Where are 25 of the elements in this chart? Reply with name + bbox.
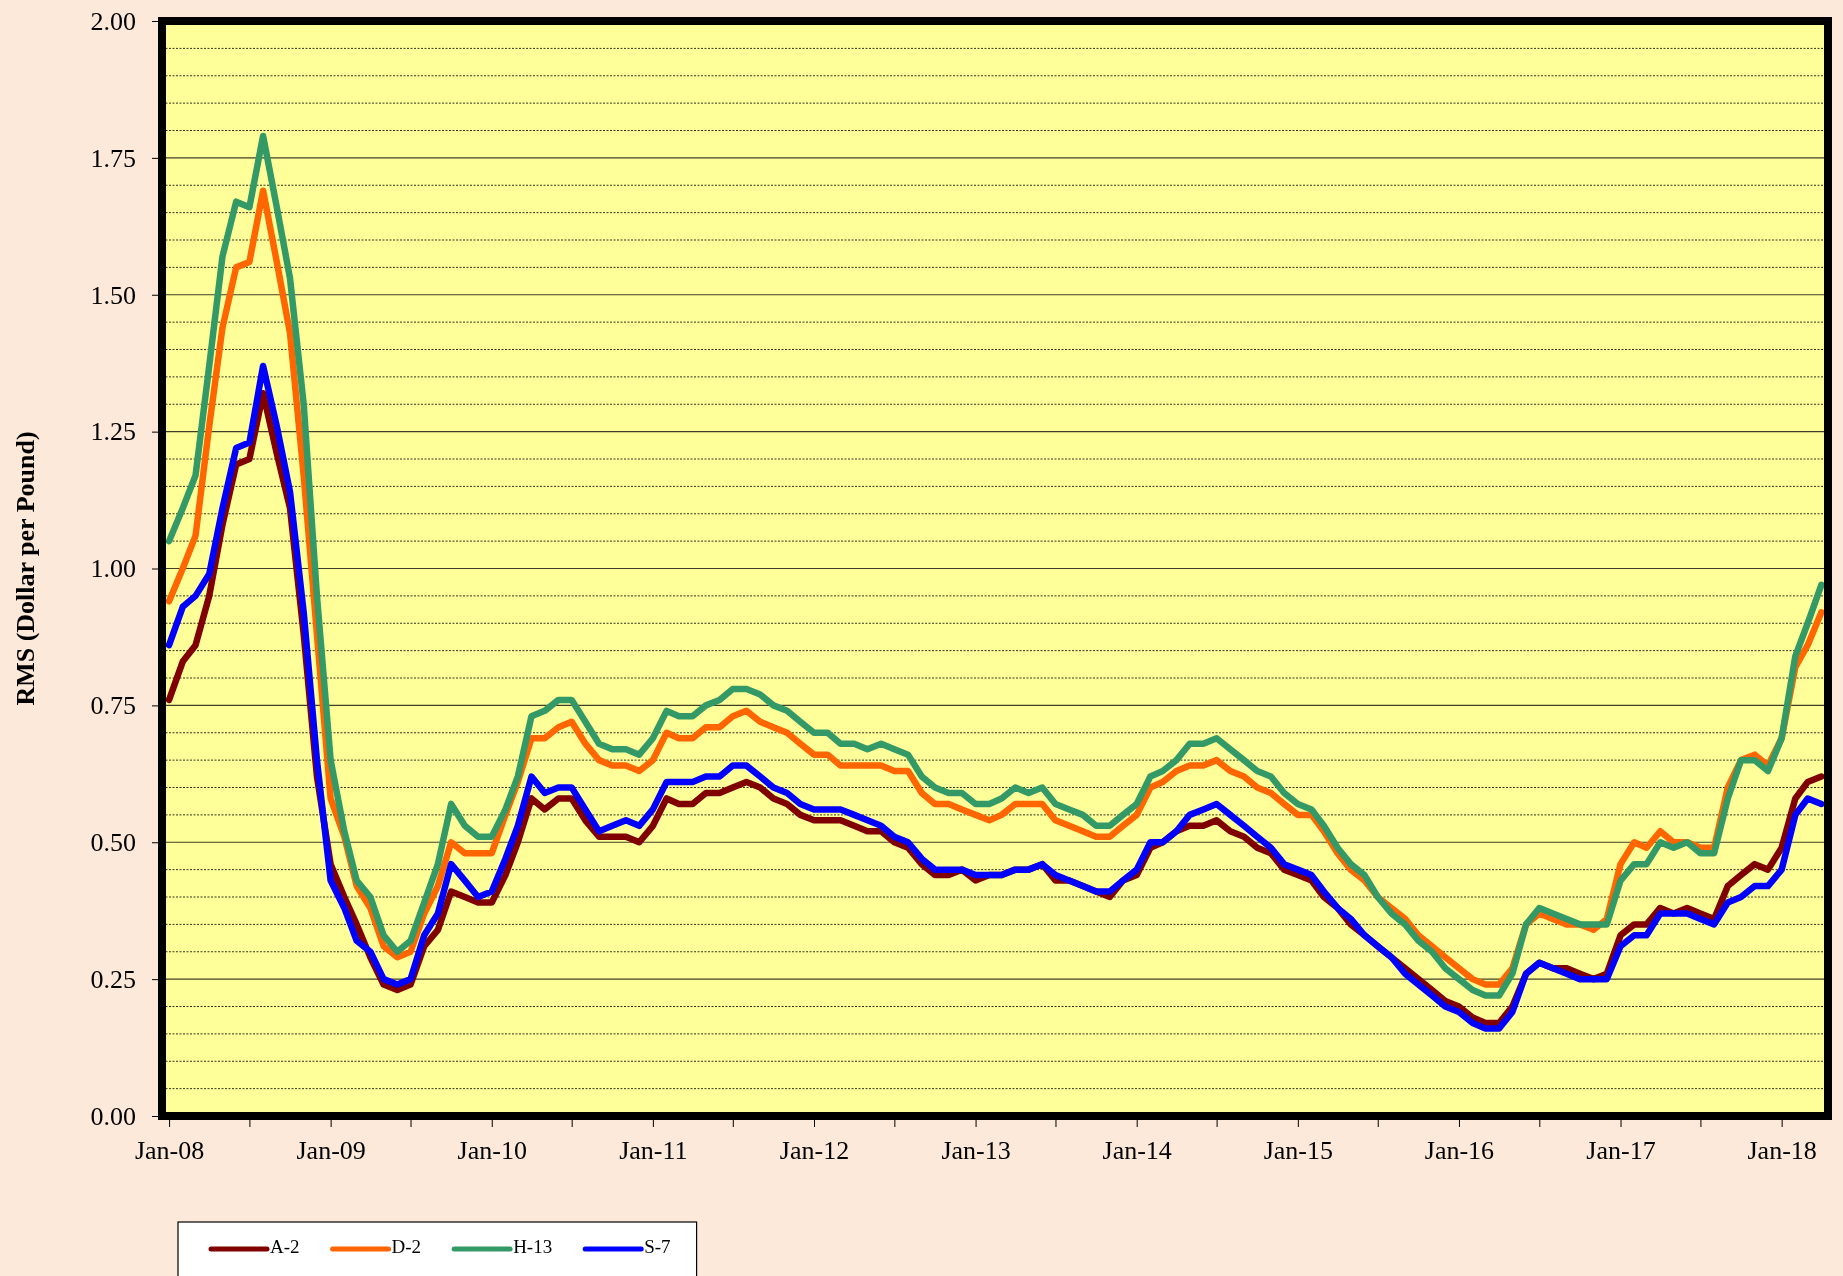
y-tick-label: 2.00 xyxy=(90,6,136,36)
x-tick-label: Jan-14 xyxy=(1102,1136,1172,1166)
legend-label: D-2 xyxy=(391,1236,422,1258)
y-tick-label: 1.75 xyxy=(90,143,136,173)
x-tick-label: Jan-15 xyxy=(1263,1136,1333,1166)
legend-label: A-2 xyxy=(270,1236,300,1258)
y-tick-label: 0.50 xyxy=(90,828,136,858)
x-tick-label: Jan-16 xyxy=(1424,1136,1495,1166)
x-tick-label: Jan-18 xyxy=(1747,1136,1817,1166)
y-tick-label: 0.25 xyxy=(90,964,136,994)
legend-label: S-7 xyxy=(644,1236,671,1258)
x-tick-label: Jan-12 xyxy=(779,1136,850,1166)
y-axis-title: RMS (Dollar per Pound) xyxy=(10,431,40,706)
x-tick-label: Jan-11 xyxy=(619,1136,688,1166)
y-tick-label: 1.50 xyxy=(90,280,136,310)
y-tick-label: 1.25 xyxy=(90,417,136,447)
y-tick-label: 1.00 xyxy=(90,554,136,584)
x-tick-label: Jan-10 xyxy=(457,1136,527,1166)
x-tick-label: Jan-13 xyxy=(941,1136,1011,1166)
y-tick-label: 0.00 xyxy=(90,1101,136,1131)
x-tick-label: Jan-17 xyxy=(1586,1136,1656,1166)
y-tick-label: 0.75 xyxy=(90,691,136,721)
x-tick-label: Jan-09 xyxy=(296,1136,366,1166)
x-tick-label: Jan-08 xyxy=(134,1136,205,1166)
legend-label: H-13 xyxy=(513,1236,553,1258)
